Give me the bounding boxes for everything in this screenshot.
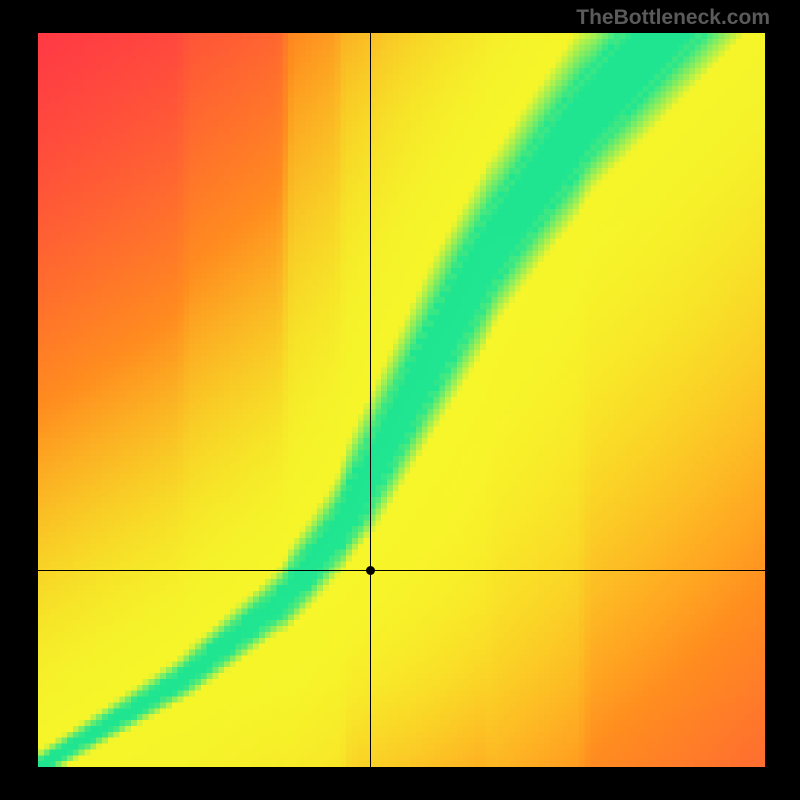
plot-area [38,33,765,767]
crosshair-vertical [370,33,371,767]
chart-container: TheBottleneck.com [0,0,800,800]
crosshair-horizontal [38,570,765,571]
heatmap-canvas [38,33,765,767]
watermark-text: TheBottleneck.com [576,6,770,30]
